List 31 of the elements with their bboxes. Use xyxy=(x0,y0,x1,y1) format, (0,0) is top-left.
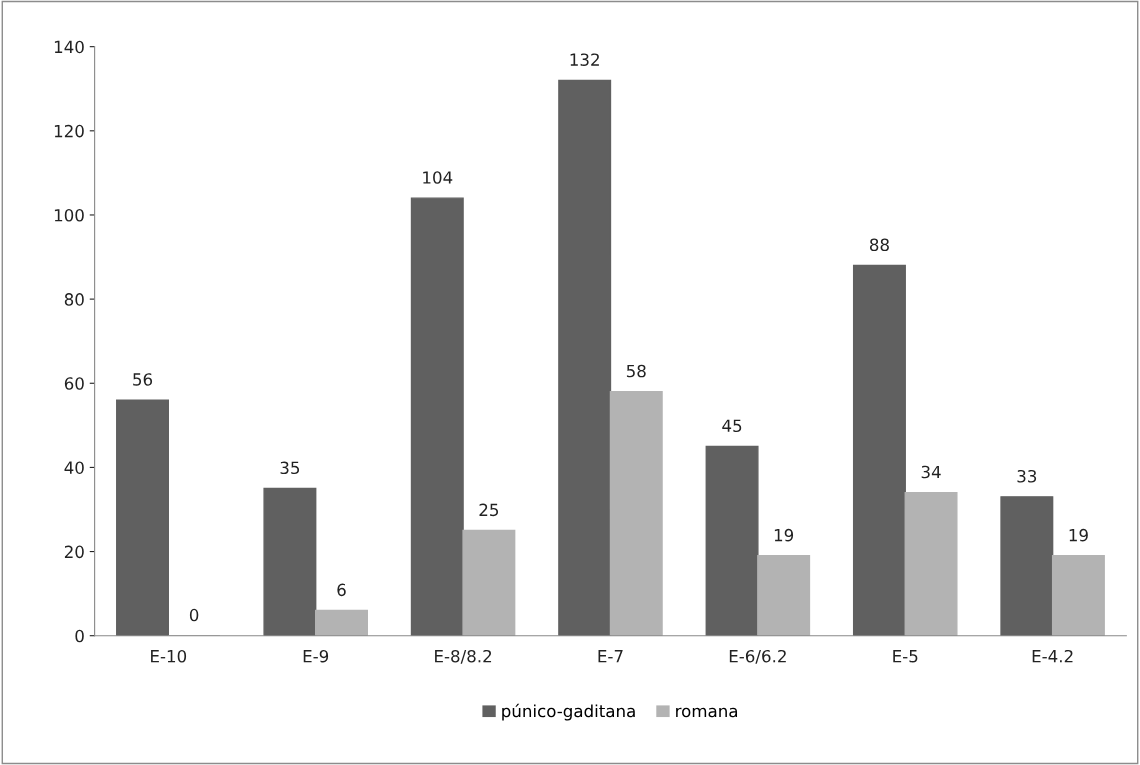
x-tick-label: E-7 xyxy=(598,650,623,663)
data-label: 25 xyxy=(479,503,499,517)
data-label: 45 xyxy=(722,419,742,433)
data-label: 19 xyxy=(774,528,794,542)
y-tick-label: 100 xyxy=(54,208,84,222)
data-label: 88 xyxy=(869,238,889,252)
y-tick-label: 80 xyxy=(64,293,84,306)
x-tick-label: E-9 xyxy=(303,649,329,663)
data-label: 58 xyxy=(626,364,646,378)
legend-label: romana xyxy=(676,707,738,718)
y-tick-label: 20 xyxy=(64,545,84,559)
x-tick-label: E-6/6.2 xyxy=(729,649,786,664)
y-tick-label: 140 xyxy=(54,40,84,54)
x-tick-label: E-5 xyxy=(893,650,918,663)
y-tick-label: 0 xyxy=(75,629,84,643)
data-label: 104 xyxy=(423,171,453,184)
data-label: 19 xyxy=(1069,528,1088,542)
data-label: 6 xyxy=(337,583,346,597)
data-label: 0 xyxy=(189,608,199,622)
data-label: 35 xyxy=(280,461,300,475)
data-label: 33 xyxy=(1017,469,1037,483)
y-tick-label: 40 xyxy=(64,461,84,474)
x-tick-label: E-8/8.2 xyxy=(435,649,492,664)
data-label: 56 xyxy=(133,373,153,386)
data-label: 34 xyxy=(921,465,941,479)
legend-label: púnico-gaditana xyxy=(502,703,635,721)
x-tick-label: E-4.2 xyxy=(1032,649,1073,663)
y-tick-label: 120 xyxy=(54,124,84,138)
data-label: 132 xyxy=(570,53,599,66)
y-tick-label: 60 xyxy=(64,377,84,390)
x-tick-label: E-10 xyxy=(151,649,187,663)
